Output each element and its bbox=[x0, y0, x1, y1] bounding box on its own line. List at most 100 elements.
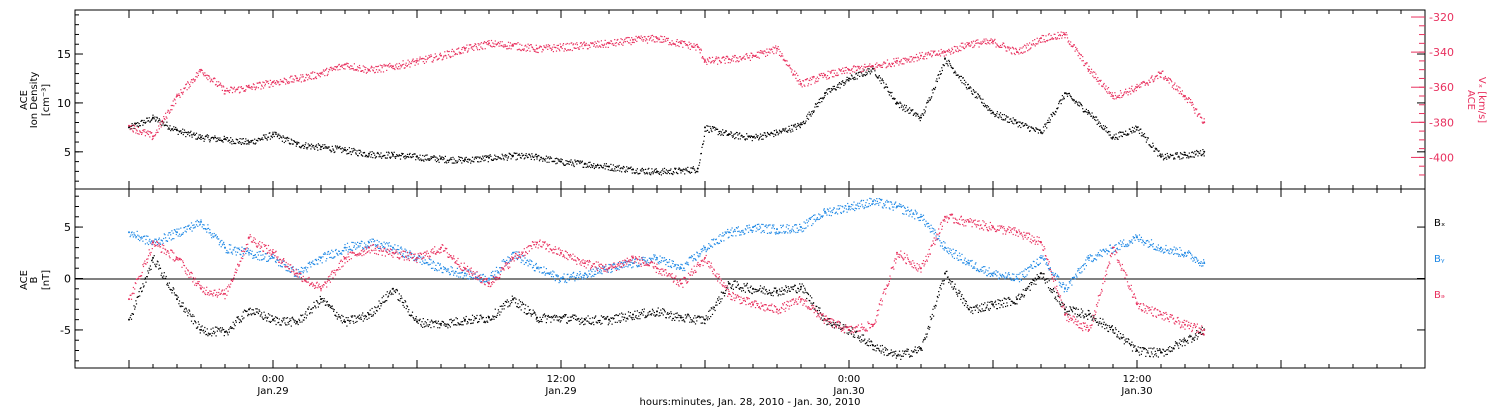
top-series-1-dot bbox=[488, 40, 490, 42]
top-series-0-dot bbox=[1029, 130, 1031, 132]
bottom-series-0-dot bbox=[991, 303, 993, 305]
top-series-1-dot bbox=[135, 129, 138, 131]
top-series-0-dot bbox=[826, 89, 828, 91]
bottom-series-0-dot bbox=[737, 283, 739, 285]
top-series-1-dot bbox=[661, 36, 663, 38]
bottom-series-0-dot bbox=[1051, 291, 1053, 294]
top-series-0-dot bbox=[830, 91, 832, 93]
top-series-0-dot bbox=[1176, 152, 1178, 154]
top-series-0-dot bbox=[394, 156, 396, 158]
top-series-0-dot bbox=[915, 115, 917, 117]
top-series-0-dot bbox=[554, 160, 556, 162]
top-series-0-dot bbox=[730, 132, 733, 134]
top-series-1-dot bbox=[451, 50, 453, 53]
top-series-0-dot bbox=[1059, 99, 1062, 101]
bottom-series-0-dot bbox=[477, 321, 479, 323]
top-series-0-dot bbox=[599, 164, 601, 166]
top-series-1-dot bbox=[1157, 77, 1159, 80]
top-series-1-dot bbox=[528, 47, 530, 49]
top-series-0-dot bbox=[458, 158, 460, 160]
bottom-series-0-dot bbox=[194, 321, 196, 323]
bottom-series-0-dot bbox=[828, 318, 830, 320]
top-series-1-dot bbox=[171, 109, 173, 111]
top-series-1-dot bbox=[687, 47, 689, 49]
top-series-1-dot bbox=[984, 40, 986, 42]
top-series-1-dot bbox=[1049, 39, 1051, 41]
top-series-1-dot bbox=[334, 66, 336, 68]
bottom-series-0-dot bbox=[718, 302, 721, 304]
top-series-1-dot bbox=[401, 65, 403, 67]
bottom-series-0-dot bbox=[447, 327, 449, 329]
top-series-0-dot bbox=[136, 125, 138, 127]
bottom-series-0-dot bbox=[773, 290, 775, 292]
bottom-series-0-dot bbox=[337, 316, 339, 318]
top-series-0-dot bbox=[559, 161, 561, 163]
top-series-1-dot bbox=[847, 68, 849, 70]
top-series-1-dot bbox=[411, 61, 413, 63]
bottom-series-0-dot bbox=[607, 324, 609, 326]
top-series-0-dot bbox=[617, 169, 619, 171]
top-series-0-dot bbox=[1037, 132, 1039, 134]
bottom-series-0-dot bbox=[358, 317, 360, 319]
top-series-0-dot bbox=[233, 142, 235, 145]
top-series-1-dot bbox=[1173, 84, 1175, 86]
top-series-1-dot bbox=[799, 79, 801, 81]
top-series-0-dot bbox=[795, 128, 798, 130]
bottom-series-0-dot bbox=[658, 315, 660, 317]
top-series-0-dot bbox=[1139, 128, 1141, 130]
top-series-1-dot bbox=[1034, 39, 1036, 41]
bottom-series-0-dot bbox=[265, 316, 267, 318]
bottom-series-0-dot bbox=[753, 291, 755, 293]
top-series-1-dot bbox=[619, 41, 621, 44]
top-series-0-dot bbox=[195, 138, 197, 140]
bottom-series-0-dot bbox=[138, 291, 140, 293]
top-series-1-dot bbox=[761, 50, 763, 52]
top-series-1-dot bbox=[219, 84, 221, 86]
top-series-0-dot bbox=[943, 65, 945, 67]
top-series-1-dot bbox=[430, 55, 433, 57]
bottom-series-0-dot bbox=[770, 293, 772, 295]
top-series-1-dot bbox=[769, 52, 771, 54]
top-series-0-dot bbox=[813, 110, 815, 112]
top-series-1-dot bbox=[153, 135, 155, 137]
top-series-1-dot bbox=[1030, 47, 1032, 49]
top-series-1-dot bbox=[137, 126, 139, 128]
top-series-1-dot bbox=[749, 59, 751, 61]
bottom-series-0-dot bbox=[681, 319, 683, 322]
top-series-0-dot bbox=[1192, 156, 1194, 158]
top-series-1-dot bbox=[197, 72, 199, 74]
bottom-series-0-dot bbox=[919, 348, 921, 350]
top-series-0-dot bbox=[336, 145, 338, 147]
bottom-series-0-dot bbox=[608, 322, 610, 324]
top-series-0-dot bbox=[1034, 130, 1036, 132]
bottom-series-0-dot bbox=[292, 318, 294, 320]
bottom-series-0-dot bbox=[782, 293, 784, 295]
bottom-series-0-dot bbox=[857, 335, 859, 337]
top-series-0-dot bbox=[335, 146, 337, 148]
top-series-0-dot bbox=[684, 169, 686, 171]
top-series-1-dot bbox=[202, 72, 204, 74]
bottom-series-0-dot bbox=[202, 329, 205, 331]
bottom-series-0-dot bbox=[474, 318, 476, 320]
top-series-0-dot bbox=[424, 158, 426, 160]
top-series-1-dot bbox=[544, 46, 546, 48]
bottom-series-0-dot bbox=[556, 319, 558, 321]
bottom-series-0-dot bbox=[327, 304, 329, 306]
top-series-0-dot bbox=[454, 162, 456, 164]
top-series-0-dot bbox=[999, 112, 1002, 114]
top-series-1-dot bbox=[346, 62, 348, 64]
top-series-1-dot bbox=[727, 62, 729, 64]
bottom-series-0-dot bbox=[741, 290, 743, 292]
top-series-0-dot bbox=[414, 153, 416, 155]
top-series-0-dot bbox=[734, 133, 736, 135]
top-series-0-dot bbox=[794, 124, 796, 126]
top-series-1-dot bbox=[599, 45, 601, 47]
top-series-1-dot bbox=[1143, 80, 1145, 83]
top-series-0-dot bbox=[828, 88, 830, 90]
top-series-1-dot bbox=[969, 45, 971, 47]
bottom-series-0-dot bbox=[341, 322, 343, 324]
top-series-0-dot bbox=[607, 169, 609, 171]
bottom-series-0-dot bbox=[351, 315, 354, 317]
top-series-0-dot bbox=[773, 130, 775, 132]
top-series-1-dot bbox=[170, 109, 172, 111]
